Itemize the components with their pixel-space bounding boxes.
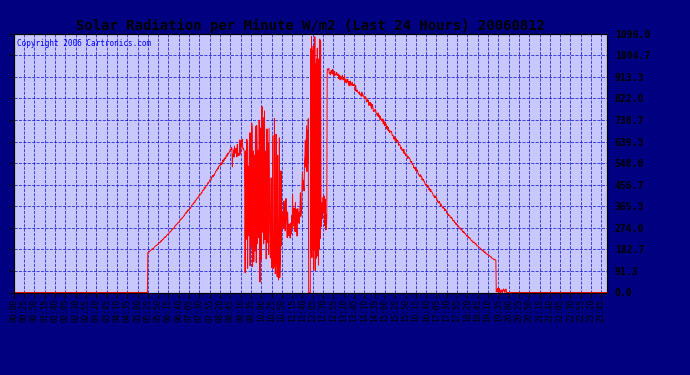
Text: Copyright 2006 Cartronics.com: Copyright 2006 Cartronics.com (17, 39, 151, 48)
Title: Solar Radiation per Minute W/m2 (Last 24 Hours) 20060812: Solar Radiation per Minute W/m2 (Last 24… (76, 18, 545, 33)
